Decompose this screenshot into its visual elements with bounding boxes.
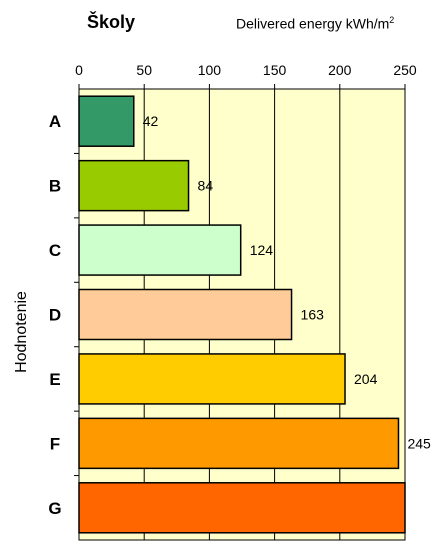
bar-e — [78, 353, 346, 405]
bar-g — [78, 482, 406, 534]
data-label: 163 — [301, 307, 325, 323]
x-tick-label: 0 — [75, 62, 83, 78]
data-label: 204 — [354, 371, 378, 387]
bar-a — [78, 95, 135, 147]
unit-label-text: Delivered energy kWh/m — [236, 15, 390, 32]
data-label: 245 — [407, 435, 431, 451]
data-label: 84 — [198, 178, 214, 194]
category-label: G — [48, 499, 61, 518]
category-label: E — [49, 370, 60, 389]
data-label: 42 — [143, 113, 159, 129]
bar-f — [78, 417, 400, 470]
unit-superscript: 2 — [389, 15, 395, 25]
unit-label: Delivered energy kWh/m2 — [236, 15, 394, 32]
category-label: D — [49, 306, 61, 325]
data-label: 124 — [250, 242, 274, 258]
bar-d — [78, 288, 293, 341]
x-tick-label: 50 — [136, 62, 152, 78]
x-tick-label: 150 — [263, 62, 287, 78]
bar-c — [78, 224, 242, 276]
x-tick-label: 250 — [393, 62, 417, 78]
plot-border — [78, 88, 406, 541]
x-tick-label: 100 — [198, 62, 222, 78]
category-label: B — [49, 177, 61, 196]
category-label: A — [49, 112, 61, 131]
x-tick-label: 200 — [328, 62, 352, 78]
category-label: F — [50, 434, 60, 453]
category-label: C — [49, 241, 61, 260]
bar-b — [78, 159, 190, 212]
chart-title: Školy — [87, 12, 136, 32]
